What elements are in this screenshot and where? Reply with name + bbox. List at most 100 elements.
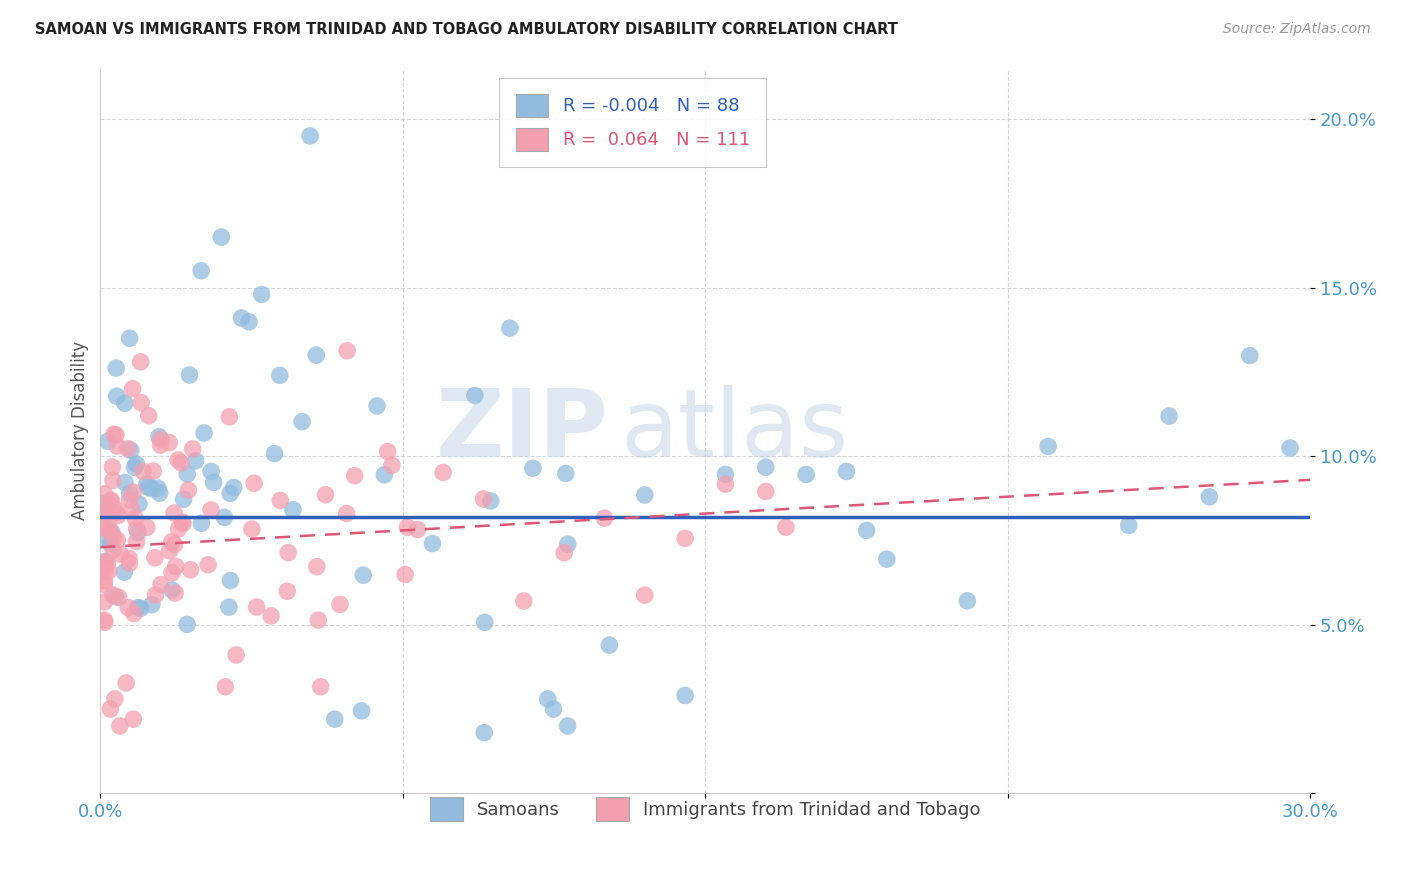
Point bbox=[755, 484, 778, 499]
Point bbox=[315, 488, 337, 502]
Point bbox=[122, 485, 145, 500]
Point bbox=[97, 564, 120, 578]
Point bbox=[149, 433, 172, 447]
Point bbox=[128, 497, 150, 511]
Point bbox=[176, 617, 198, 632]
Point bbox=[129, 601, 152, 615]
Point bbox=[93, 509, 115, 524]
Point bbox=[124, 511, 146, 525]
Point bbox=[138, 409, 160, 423]
Point bbox=[94, 615, 117, 630]
Point bbox=[104, 501, 127, 516]
Point bbox=[176, 467, 198, 481]
Point bbox=[101, 543, 124, 558]
Point bbox=[112, 565, 135, 579]
Point bbox=[373, 467, 395, 482]
Point bbox=[472, 491, 495, 506]
Point bbox=[1198, 490, 1220, 504]
Point bbox=[93, 595, 115, 609]
Point bbox=[343, 468, 366, 483]
Point bbox=[291, 415, 314, 429]
Point bbox=[115, 676, 138, 690]
Point bbox=[97, 524, 120, 538]
Point bbox=[673, 532, 696, 546]
Point bbox=[218, 600, 240, 615]
Point bbox=[145, 588, 167, 602]
Point bbox=[100, 493, 122, 508]
Point bbox=[105, 389, 128, 403]
Point bbox=[165, 586, 187, 600]
Point bbox=[98, 522, 121, 536]
Point bbox=[276, 584, 298, 599]
Point bbox=[101, 525, 124, 540]
Text: atlas: atlas bbox=[620, 385, 849, 477]
Point bbox=[157, 435, 180, 450]
Point bbox=[177, 483, 200, 497]
Point bbox=[366, 399, 388, 413]
Point bbox=[101, 474, 124, 488]
Point bbox=[794, 467, 817, 482]
Point bbox=[96, 532, 118, 546]
Legend: Samoans, Immigrants from Trinidad and Tobago: Samoans, Immigrants from Trinidad and To… bbox=[416, 783, 995, 835]
Point bbox=[553, 546, 575, 560]
Point bbox=[238, 315, 260, 329]
Point bbox=[107, 508, 129, 523]
Point bbox=[184, 454, 207, 468]
Text: Source: ZipAtlas.com: Source: ZipAtlas.com bbox=[1223, 22, 1371, 37]
Point bbox=[472, 725, 495, 739]
Point bbox=[714, 467, 737, 482]
Point bbox=[775, 520, 797, 534]
Point bbox=[218, 409, 240, 424]
Point bbox=[149, 438, 172, 452]
Point bbox=[173, 492, 195, 507]
Point bbox=[406, 523, 429, 537]
Text: SAMOAN VS IMMIGRANTS FROM TRINIDAD AND TOBAGO AMBULATORY DISABILITY CORRELATION : SAMOAN VS IMMIGRANTS FROM TRINIDAD AND T… bbox=[35, 22, 898, 37]
Point bbox=[537, 692, 560, 706]
Point bbox=[835, 464, 858, 478]
Point bbox=[714, 477, 737, 491]
Point bbox=[172, 515, 194, 529]
Point bbox=[93, 574, 115, 588]
Point bbox=[104, 505, 127, 519]
Point bbox=[876, 552, 898, 566]
Point bbox=[350, 704, 373, 718]
Point bbox=[136, 480, 159, 494]
Point bbox=[124, 460, 146, 475]
Point bbox=[93, 613, 115, 627]
Point bbox=[305, 348, 328, 362]
Point bbox=[104, 692, 127, 706]
Point bbox=[394, 567, 416, 582]
Point bbox=[150, 577, 173, 591]
Point bbox=[225, 648, 247, 662]
Point bbox=[1157, 409, 1180, 423]
Point bbox=[141, 482, 163, 496]
Point bbox=[335, 507, 357, 521]
Point bbox=[110, 547, 132, 561]
Point bbox=[107, 591, 129, 605]
Point bbox=[118, 486, 141, 500]
Point bbox=[100, 536, 122, 550]
Point bbox=[479, 494, 502, 508]
Point bbox=[352, 568, 374, 582]
Point bbox=[103, 427, 125, 442]
Point bbox=[114, 396, 136, 410]
Point bbox=[96, 506, 118, 520]
Point bbox=[122, 607, 145, 621]
Point bbox=[956, 594, 979, 608]
Point bbox=[269, 493, 291, 508]
Point bbox=[323, 712, 346, 726]
Point bbox=[159, 544, 181, 558]
Point bbox=[93, 504, 115, 518]
Point bbox=[336, 343, 359, 358]
Point bbox=[634, 488, 657, 502]
Point bbox=[554, 467, 576, 481]
Point bbox=[101, 588, 124, 602]
Point bbox=[146, 481, 169, 495]
Point bbox=[179, 563, 201, 577]
Point bbox=[135, 520, 157, 534]
Point bbox=[200, 503, 222, 517]
Point bbox=[277, 546, 299, 560]
Point bbox=[160, 582, 183, 597]
Point bbox=[269, 368, 291, 383]
Point bbox=[94, 520, 117, 534]
